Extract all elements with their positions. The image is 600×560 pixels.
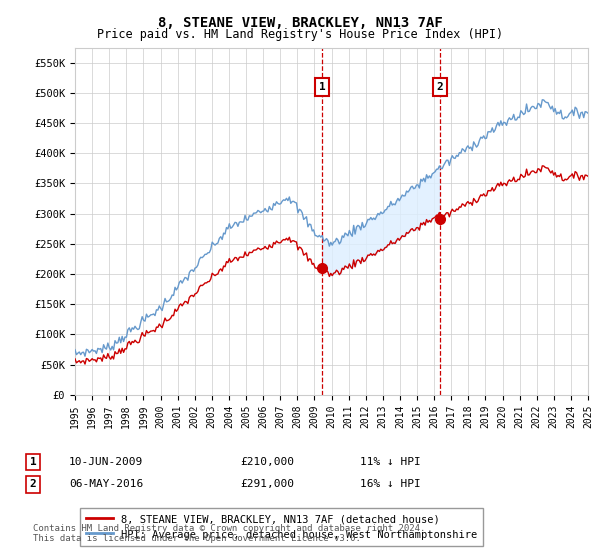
Text: 2: 2 bbox=[29, 479, 37, 489]
Legend: 8, STEANE VIEW, BRACKLEY, NN13 7AF (detached house), HPI: Average price, detache: 8, STEANE VIEW, BRACKLEY, NN13 7AF (deta… bbox=[80, 508, 484, 546]
Text: Contains HM Land Registry data © Crown copyright and database right 2024.
This d: Contains HM Land Registry data © Crown c… bbox=[33, 524, 425, 543]
Text: 2: 2 bbox=[437, 82, 443, 92]
Text: £291,000: £291,000 bbox=[240, 479, 294, 489]
Text: 06-MAY-2016: 06-MAY-2016 bbox=[69, 479, 143, 489]
Text: 1: 1 bbox=[319, 82, 325, 92]
Text: 1: 1 bbox=[29, 457, 37, 467]
Text: 11% ↓ HPI: 11% ↓ HPI bbox=[360, 457, 421, 467]
Text: 16% ↓ HPI: 16% ↓ HPI bbox=[360, 479, 421, 489]
Text: 10-JUN-2009: 10-JUN-2009 bbox=[69, 457, 143, 467]
Text: Price paid vs. HM Land Registry's House Price Index (HPI): Price paid vs. HM Land Registry's House … bbox=[97, 28, 503, 41]
Text: 8, STEANE VIEW, BRACKLEY, NN13 7AF: 8, STEANE VIEW, BRACKLEY, NN13 7AF bbox=[158, 16, 442, 30]
Text: £210,000: £210,000 bbox=[240, 457, 294, 467]
